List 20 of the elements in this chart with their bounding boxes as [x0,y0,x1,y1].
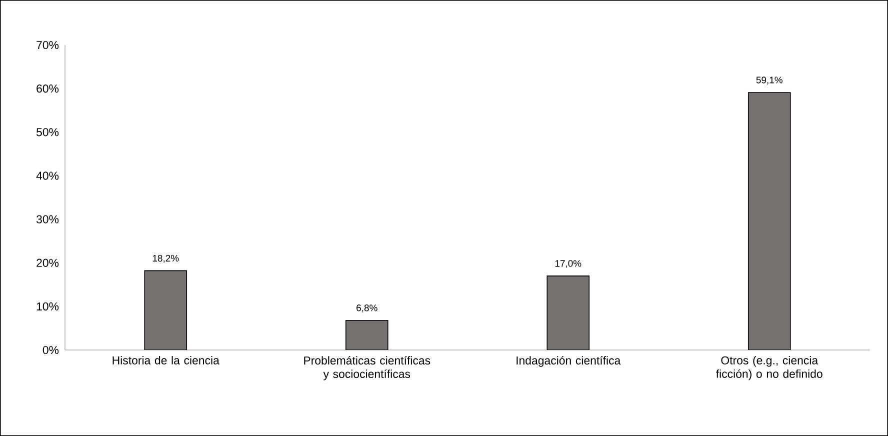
bar [144,270,188,350]
bar [546,276,590,350]
data-label: 18,2% [152,254,179,263]
bar [748,92,791,350]
x-tick-label: Historia de la ciencia [112,356,220,364]
x-tick-label: Otros (e.g., ciencia ficción) o no definido [716,356,822,380]
y-tick-label: 40% [36,172,59,180]
x-tick-label: Problemáticas científicas y sociocientíficas [304,356,430,380]
bar [345,320,388,350]
y-tick-label: 30% [36,215,59,224]
y-tick-label: 20% [36,258,59,267]
y-tick-label: 0% [42,346,59,354]
y-tick-label: 70% [36,40,59,50]
data-label: 59,1% [756,76,782,84]
data-label: 17,0% [555,260,582,268]
data-label: 6,8% [356,304,378,312]
y-tick-label: 50% [36,128,59,136]
y-tick-label: 10% [36,302,59,310]
x-tick-label: Indagación científica [516,356,621,367]
y-tick-label: 60% [36,84,59,93]
